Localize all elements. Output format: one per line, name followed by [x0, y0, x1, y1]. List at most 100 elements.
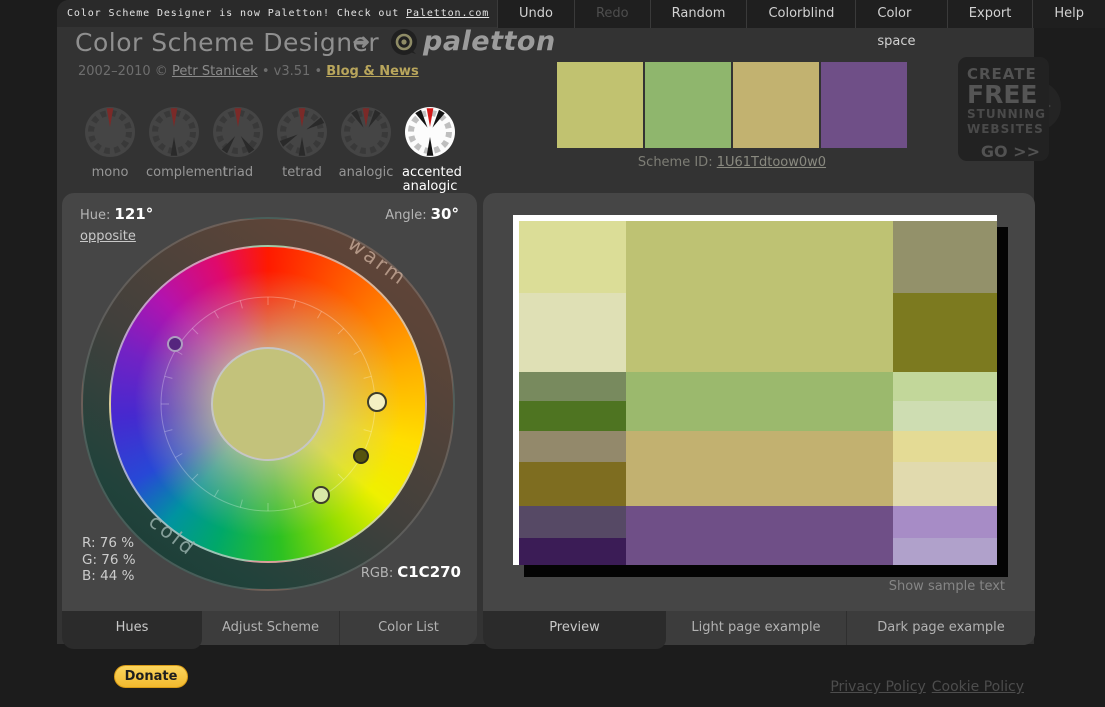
scheme-type-label: complement — [146, 165, 228, 180]
wheel-panel: Hue: 121° Angle: 30° opposite warm cold R:… — [62, 193, 477, 649]
ad-line-websites: WEBSITES — [967, 122, 1044, 136]
scheme-type-selector: mono complement triad tetrad analogic accente… — [82, 106, 462, 194]
palette-swatches — [557, 62, 907, 148]
preview-cell — [519, 462, 626, 506]
angle-label: Angle: — [385, 208, 427, 223]
blog-news-link[interactable]: Blog & News — [326, 64, 419, 79]
scheme-type-label: tetrad — [282, 165, 322, 180]
preview-cell — [626, 431, 893, 506]
preview-panel-tabs: Preview Light page example Dark page examp… — [483, 611, 1035, 649]
scheme-type-mono[interactable]: mono — [82, 106, 138, 194]
donate-button[interactable]: Donate — [114, 665, 188, 688]
paletton-logo[interactable]: paletton — [390, 26, 556, 57]
palette-swatch-1[interactable] — [557, 62, 643, 148]
tab-color-list[interactable]: Color List — [339, 611, 477, 645]
tab-preview[interactable]: Preview — [483, 611, 666, 649]
cookie-policy-link[interactable]: Cookie Policy — [931, 679, 1024, 695]
scheme-type-analogic[interactable]: analogic — [338, 106, 394, 194]
preview-color-grid — [519, 221, 997, 565]
accented-analogic-wheel-icon — [405, 107, 455, 157]
preview-cell — [893, 221, 997, 293]
menu-item-undo[interactable]: Undo — [497, 0, 574, 28]
ad-line-create: CREATE — [967, 65, 1037, 83]
preview-cell — [626, 372, 893, 431]
scheme-type-label: mono — [91, 165, 129, 180]
scheme-type-triad[interactable]: triad — [210, 106, 266, 194]
tab-dark-page-example[interactable]: Dark page example — [846, 611, 1035, 645]
preview-cell — [893, 372, 997, 401]
menu-item-redo: Redo — [573, 0, 650, 28]
angle-readout: Angle: 30° — [385, 205, 459, 223]
preview-cell — [626, 221, 893, 372]
show-sample-text-link[interactable]: Show sample text — [888, 579, 1005, 594]
preview-cell — [519, 431, 626, 462]
footer-links: Privacy Policy Cookie Policy — [824, 679, 1024, 695]
hue-value: 121° — [114, 205, 154, 223]
hue-readout: Hue: 121° — [80, 205, 153, 223]
header-meta: 2002–2010 © Petr Stanicek • v3.51 • Blog… — [78, 64, 419, 79]
privacy-policy-link[interactable]: Privacy Policy — [830, 679, 926, 695]
mono-wheel-icon — [85, 107, 135, 157]
rgb-label: RGB: — [360, 566, 394, 581]
palette-swatch-4[interactable] — [821, 62, 907, 148]
scheme-type-tetrad[interactable]: tetrad — [274, 106, 330, 194]
tetrad-wheel-icon — [277, 107, 327, 157]
preview-panel: Show sample text Preview Light page examp… — [483, 193, 1035, 649]
preview-cell — [893, 293, 997, 372]
menu-bar: Undo Redo Random Colorblind Color space Expor… — [497, 0, 1105, 49]
angle-value: 30° — [430, 205, 459, 223]
menu-item-color-space[interactable]: Color space — [855, 0, 946, 49]
menu-item-help[interactable]: Help — [1032, 0, 1105, 28]
rgb-percentages: R: 76 % G: 76 % B: 44 % — [82, 535, 136, 585]
analog-light-marker[interactable] — [312, 486, 330, 504]
menu-item-export[interactable]: Export — [946, 0, 1033, 28]
arrow-icon: ➜ — [352, 30, 371, 55]
preview-cell — [519, 221, 626, 293]
preview-cell — [519, 372, 626, 401]
analog-dark-marker[interactable] — [353, 448, 369, 464]
tab-adjust-scheme[interactable]: Adjust Scheme — [221, 620, 320, 635]
preview-cell — [519, 293, 626, 372]
notice-bar: Color Scheme Designer is now Paletton! C… — [57, 0, 497, 27]
scheme-id-link[interactable]: 1U61Tdtoow0w0 — [716, 155, 827, 170]
rgb-hex-readout: RGB: C1C270 — [361, 563, 461, 581]
preview-cell — [893, 462, 997, 506]
version-text: • v3.51 • — [257, 64, 327, 79]
tab-hues[interactable]: Hues — [62, 611, 202, 649]
preview-cell — [519, 506, 626, 538]
wheel-panel-tabs: Hues Adjust Scheme Color List — [62, 611, 477, 649]
paletton-logo-icon — [391, 28, 417, 55]
scheme-id-row: Scheme ID: 1U61Tdtoow0w0 — [557, 155, 907, 170]
preview-cell — [626, 506, 893, 565]
ad-go-link[interactable]: GO >> — [980, 142, 1040, 161]
preview-cell — [893, 538, 997, 565]
palette-swatch-2[interactable] — [645, 62, 731, 148]
base-marker[interactable] — [367, 392, 387, 412]
opposite-link[interactable]: opposite — [80, 229, 136, 244]
author-link[interactable]: Petr Stanicek — [171, 64, 258, 79]
paletton-logo-text: paletton — [423, 26, 556, 57]
paletton-link[interactable]: Paletton.com — [406, 8, 490, 19]
triad-wheel-icon — [213, 107, 263, 157]
complement-wheel-icon — [149, 107, 199, 157]
hue-label: Hue: — [80, 208, 111, 223]
scheme-type-accented-analogic[interactable]: accented analogic — [402, 106, 462, 194]
palette-swatch-3[interactable] — [733, 62, 819, 148]
notice-text: Color Scheme Designer is now Paletton! C… — [67, 8, 407, 19]
tab-light-page-example[interactable]: Light page example — [691, 620, 821, 635]
complement-marker[interactable] — [167, 336, 183, 352]
scheme-type-label: analogic — [338, 165, 394, 180]
ad-line-free: FREE — [967, 80, 1038, 109]
red-percent: R: 76 % — [82, 535, 135, 551]
menu-item-random[interactable]: Random — [649, 0, 747, 28]
scheme-type-label: accented analogic — [402, 165, 462, 194]
ad-banner[interactable]: CREATE FREE STUNNING WEBSITES GO >> — [958, 57, 1049, 161]
preview-cell — [519, 538, 626, 565]
green-percent: G: 76 % — [82, 551, 136, 568]
preview-card — [513, 215, 997, 565]
menu-item-colorblind[interactable]: Colorblind — [746, 0, 855, 28]
preview-cell — [893, 401, 997, 431]
preview-cell — [893, 431, 997, 462]
scheme-type-complement[interactable]: complement — [146, 106, 228, 194]
